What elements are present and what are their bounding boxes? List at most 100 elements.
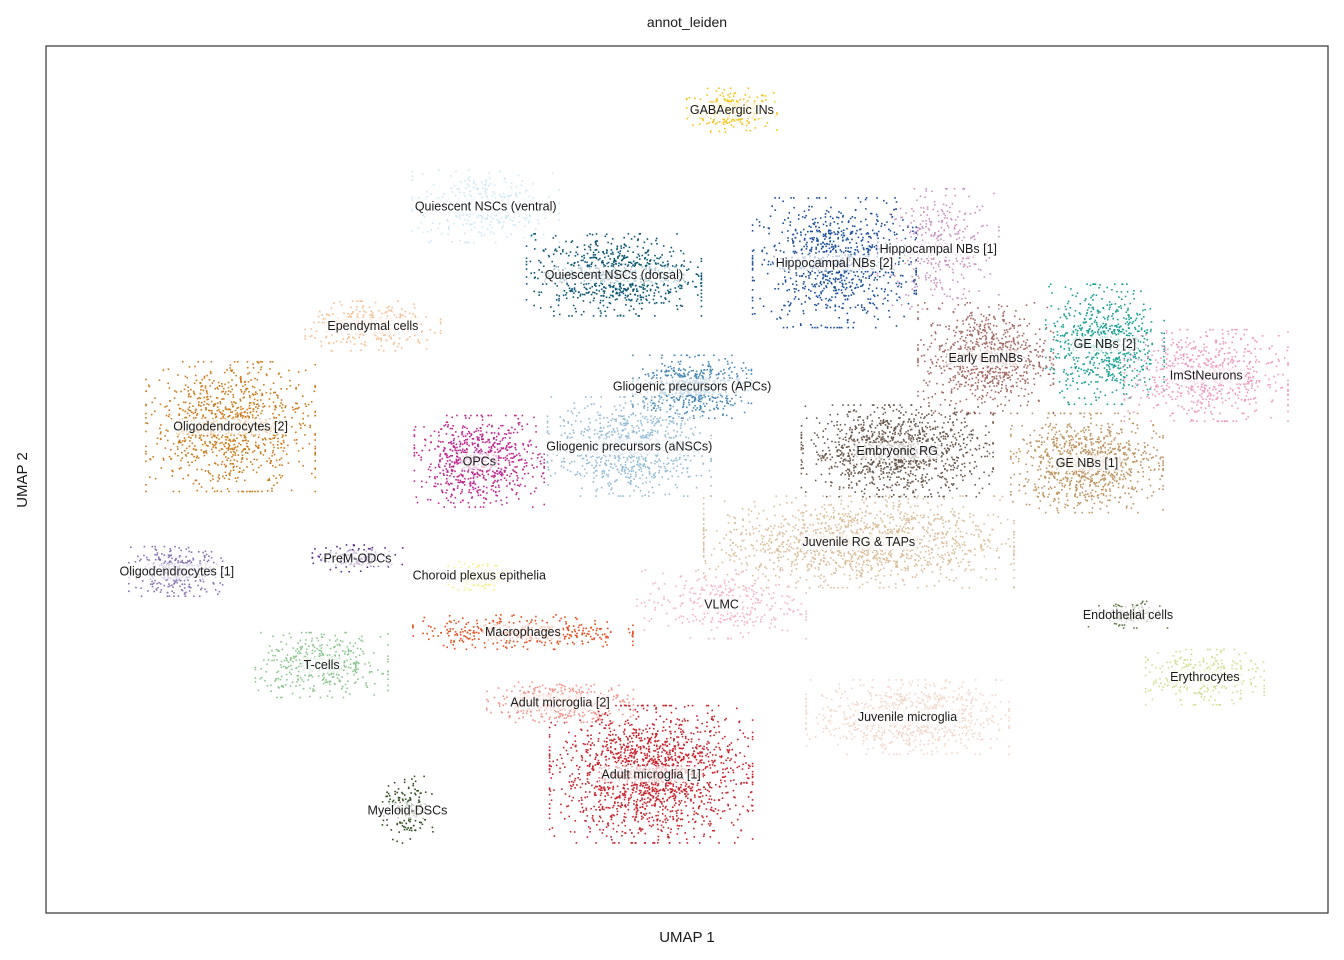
- point: [769, 263, 772, 266]
- point: [589, 246, 591, 249]
- point: [700, 282, 702, 285]
- point: [529, 439, 532, 442]
- point: [184, 375, 187, 378]
- point: [640, 264, 642, 266]
- point: [804, 233, 807, 236]
- point: [369, 314, 372, 316]
- point: [187, 408, 189, 411]
- point: [197, 403, 200, 406]
- point: [239, 413, 242, 416]
- point: [714, 123, 717, 125]
- point: [956, 281, 959, 283]
- point: [786, 289, 788, 292]
- point: [230, 411, 232, 413]
- point: [164, 406, 166, 408]
- point: [568, 315, 570, 317]
- point: [841, 240, 844, 242]
- point: [578, 291, 580, 293]
- point: [442, 469, 444, 472]
- point: [839, 281, 841, 283]
- point: [847, 326, 850, 329]
- point: [221, 434, 224, 436]
- point: [218, 385, 221, 387]
- point: [188, 392, 190, 395]
- point: [811, 241, 813, 243]
- point: [473, 182, 475, 185]
- point: [909, 230, 912, 232]
- point: [909, 257, 912, 259]
- point: [751, 267, 754, 270]
- point: [859, 201, 862, 203]
- point: [623, 236, 625, 239]
- point: [273, 453, 276, 456]
- point: [481, 226, 484, 229]
- point: [584, 261, 586, 263]
- point: [840, 230, 843, 233]
- point: [236, 361, 239, 363]
- point: [882, 237, 885, 239]
- point: [190, 395, 192, 398]
- point: [426, 190, 428, 193]
- point: [941, 288, 944, 290]
- point: [871, 273, 874, 275]
- point: [761, 250, 763, 253]
- point: [895, 325, 898, 327]
- point: [636, 256, 638, 259]
- point: [639, 258, 641, 260]
- point: [226, 488, 229, 490]
- point: [848, 281, 851, 284]
- point: [229, 459, 232, 462]
- point: [134, 561, 137, 563]
- point: [325, 335, 328, 338]
- point: [900, 216, 902, 219]
- point: [371, 312, 374, 314]
- point: [947, 226, 950, 229]
- point: [963, 188, 966, 190]
- point: [296, 402, 298, 405]
- point: [466, 438, 469, 441]
- point: [825, 278, 827, 281]
- point: [413, 447, 416, 449]
- point: [624, 289, 626, 291]
- point: [797, 218, 800, 220]
- point: [487, 214, 489, 216]
- point: [613, 309, 616, 311]
- point: [163, 545, 166, 548]
- point: [853, 271, 855, 273]
- point: [956, 260, 958, 262]
- point: [862, 273, 865, 275]
- point: [314, 439, 316, 441]
- point: [494, 241, 497, 244]
- point: [689, 261, 692, 263]
- point: [340, 341, 342, 343]
- point: [634, 293, 637, 296]
- point: [849, 233, 852, 235]
- point: [215, 416, 217, 419]
- point: [213, 380, 215, 382]
- point: [257, 362, 260, 364]
- point: [551, 260, 553, 263]
- point: [180, 459, 182, 462]
- point: [958, 210, 961, 213]
- point: [230, 385, 232, 387]
- point: [145, 404, 147, 407]
- point: [237, 477, 239, 479]
- point: [917, 226, 919, 229]
- point: [240, 381, 242, 384]
- point: [232, 394, 234, 396]
- point: [411, 170, 414, 173]
- point: [180, 589, 183, 591]
- point: [630, 299, 632, 302]
- point: [811, 237, 813, 239]
- point: [233, 448, 235, 451]
- point: [802, 287, 804, 289]
- point: [964, 227, 966, 230]
- point: [468, 179, 471, 182]
- point: [413, 429, 416, 431]
- point: [575, 310, 577, 313]
- point: [239, 400, 242, 402]
- point: [242, 407, 244, 410]
- point: [588, 245, 590, 248]
- point: [824, 221, 827, 223]
- point: [834, 233, 836, 235]
